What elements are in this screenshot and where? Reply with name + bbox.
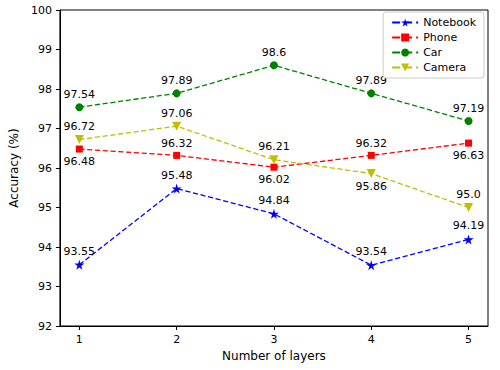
svg-text:100: 100 bbox=[31, 4, 52, 17]
svg-text:2: 2 bbox=[173, 333, 180, 346]
svg-text:1: 1 bbox=[76, 333, 83, 346]
svg-text:95.0: 95.0 bbox=[456, 188, 481, 201]
svg-text:97.19: 97.19 bbox=[453, 102, 485, 115]
svg-text:92: 92 bbox=[38, 320, 52, 333]
svg-text:95.86: 95.86 bbox=[355, 180, 387, 193]
svg-text:98: 98 bbox=[38, 83, 52, 96]
svg-text:94.19: 94.19 bbox=[453, 219, 485, 232]
svg-text:97.06: 97.06 bbox=[161, 107, 193, 120]
svg-text:97.89: 97.89 bbox=[161, 74, 193, 87]
svg-text:94: 94 bbox=[38, 241, 52, 254]
svg-text:Notebook: Notebook bbox=[423, 16, 476, 29]
svg-text:96.63: 96.63 bbox=[453, 149, 485, 162]
svg-text:94.84: 94.84 bbox=[258, 194, 290, 207]
svg-text:Accuracy (%): Accuracy (%) bbox=[7, 128, 21, 207]
svg-text:96.48: 96.48 bbox=[64, 155, 96, 168]
svg-text:96.02: 96.02 bbox=[258, 173, 290, 186]
svg-text:96.32: 96.32 bbox=[355, 137, 387, 150]
svg-text:Phone: Phone bbox=[423, 31, 457, 44]
svg-text:95: 95 bbox=[38, 201, 52, 214]
svg-text:97: 97 bbox=[38, 122, 52, 135]
svg-text:97.89: 97.89 bbox=[355, 74, 387, 87]
svg-text:Number of layers: Number of layers bbox=[222, 349, 326, 363]
svg-text:96.72: 96.72 bbox=[64, 120, 96, 133]
svg-text:98.6: 98.6 bbox=[262, 46, 287, 59]
svg-text:93.55: 93.55 bbox=[64, 245, 96, 258]
svg-text:5: 5 bbox=[465, 333, 472, 346]
svg-text:99: 99 bbox=[38, 43, 52, 56]
svg-text:93.54: 93.54 bbox=[355, 245, 387, 258]
svg-text:95.48: 95.48 bbox=[161, 169, 193, 182]
svg-text:Car: Car bbox=[423, 46, 442, 59]
svg-text:Camera: Camera bbox=[423, 61, 466, 74]
svg-text:96.21: 96.21 bbox=[258, 140, 290, 153]
svg-text:4: 4 bbox=[368, 333, 375, 346]
svg-text:3: 3 bbox=[270, 333, 277, 346]
svg-text:97.54: 97.54 bbox=[64, 88, 96, 101]
svg-text:96.32: 96.32 bbox=[161, 137, 193, 150]
svg-text:93: 93 bbox=[38, 280, 52, 293]
svg-text:96: 96 bbox=[38, 162, 52, 175]
